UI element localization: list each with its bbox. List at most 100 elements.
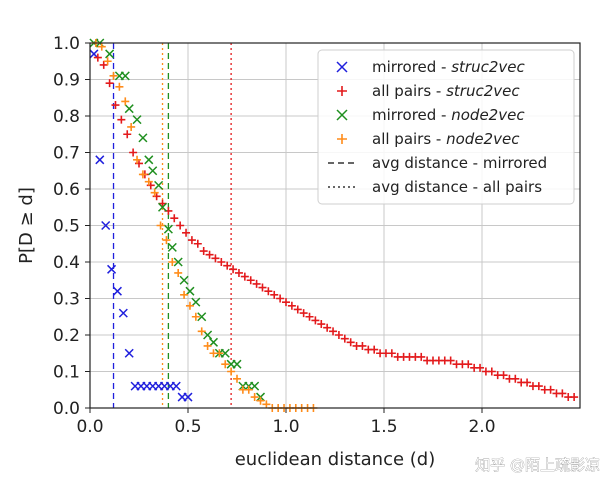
data-point xyxy=(185,301,194,310)
legend-entry-label: avg distance - mirrored xyxy=(372,154,547,172)
x-tick-label: 0.5 xyxy=(174,417,201,437)
data-point xyxy=(299,309,308,318)
data-point xyxy=(229,265,238,274)
data-point xyxy=(105,49,115,59)
legend-entry-text: mirrored - xyxy=(372,106,451,124)
x-axis-ticks: 0.0 0.5 1.0 1.5 2.0 xyxy=(76,408,496,437)
data-point xyxy=(185,286,195,296)
y-tick-label: 0.5 xyxy=(53,217,80,237)
data-point xyxy=(171,381,181,391)
data-point xyxy=(107,264,117,274)
data-point xyxy=(197,327,206,336)
data-point xyxy=(270,290,279,299)
data-point xyxy=(417,352,426,361)
x-axis-label: euclidean distance (d) xyxy=(235,449,436,470)
data-point xyxy=(232,359,242,369)
y-tick-label: 0.0 xyxy=(53,399,80,419)
data-point xyxy=(144,177,153,186)
data-point xyxy=(234,268,243,277)
data-point xyxy=(89,49,99,59)
data-point xyxy=(215,349,224,358)
data-point xyxy=(221,360,230,369)
data-point xyxy=(250,381,260,391)
x-tick-label: 0.0 xyxy=(76,417,103,437)
data-point xyxy=(487,367,496,376)
average-distance-lines xyxy=(112,43,232,408)
data-point xyxy=(358,341,367,350)
data-point xyxy=(133,155,142,164)
data-point xyxy=(246,276,255,285)
data-point xyxy=(287,301,296,310)
data-point xyxy=(168,258,177,266)
data-point xyxy=(293,305,302,314)
y-axis-label: P[D ≥ d] xyxy=(16,187,37,264)
data-point xyxy=(187,236,196,245)
data-point xyxy=(150,188,159,197)
data-point xyxy=(233,374,241,383)
data-point xyxy=(123,130,132,139)
data-point xyxy=(203,330,213,340)
data-point xyxy=(176,221,185,230)
data-point xyxy=(154,180,164,190)
data-point xyxy=(276,294,285,303)
y-tick-label: 0.2 xyxy=(53,326,80,346)
data-point xyxy=(170,214,179,223)
y-tick-label: 0.4 xyxy=(53,253,80,273)
data-point xyxy=(252,279,261,288)
data-point xyxy=(323,323,332,332)
data-point xyxy=(144,155,154,165)
data-point xyxy=(208,337,219,347)
watermark-text: 知乎 @陌上疏影凉 xyxy=(475,456,600,474)
data-point xyxy=(334,331,343,339)
legend-entry-text: all pairs - xyxy=(372,82,446,100)
legend-entry-label: avg distance - all pairs xyxy=(372,178,542,196)
data-point xyxy=(370,345,379,354)
data-point xyxy=(182,228,191,237)
y-tick-label: 0.9 xyxy=(53,71,80,91)
data-point xyxy=(180,290,189,299)
data-point xyxy=(227,367,236,376)
data-point xyxy=(534,382,543,391)
y-tick-label: 0.7 xyxy=(53,144,80,164)
data-point xyxy=(157,202,168,212)
legend-entry-text: avg distance - mirrored xyxy=(372,154,547,172)
data-point xyxy=(135,159,143,168)
x-tick-label: 1.0 xyxy=(272,417,299,437)
data-point xyxy=(193,239,202,248)
legend-entry-label: mirrored - struc2vec xyxy=(372,58,526,76)
data-point xyxy=(191,297,201,307)
data-point xyxy=(387,349,396,358)
data-point xyxy=(118,308,128,318)
data-point xyxy=(138,133,148,143)
data-point xyxy=(111,101,120,110)
data-point xyxy=(121,97,130,106)
data-point xyxy=(127,122,136,131)
legend-entry-method: node2vec xyxy=(451,106,525,124)
y-tick-label: 0.8 xyxy=(53,107,80,127)
data-point xyxy=(103,57,112,66)
data-point xyxy=(282,298,290,307)
data-point xyxy=(203,341,212,350)
legend-entry-method: struc2vec xyxy=(446,82,520,100)
data-point xyxy=(101,220,111,231)
data-point xyxy=(240,272,249,281)
data-point xyxy=(99,60,108,69)
y-tick-label: 1.0 xyxy=(53,34,80,54)
data-point xyxy=(205,250,214,259)
legend-marker xyxy=(337,86,347,96)
data-point xyxy=(124,348,134,358)
data-point xyxy=(183,392,193,402)
data-point xyxy=(256,396,265,405)
data-point xyxy=(317,320,326,329)
legend-entry-label: mirrored - node2vec xyxy=(372,106,525,124)
data-point xyxy=(132,115,142,125)
data-point xyxy=(120,71,130,81)
data-point xyxy=(112,286,122,296)
data-point xyxy=(305,312,314,321)
watermark: 知乎 @陌上疏影凉 xyxy=(475,456,600,475)
data-point xyxy=(329,327,338,336)
data-point xyxy=(244,385,253,394)
data-point xyxy=(446,356,455,365)
legend-marker xyxy=(336,109,348,121)
